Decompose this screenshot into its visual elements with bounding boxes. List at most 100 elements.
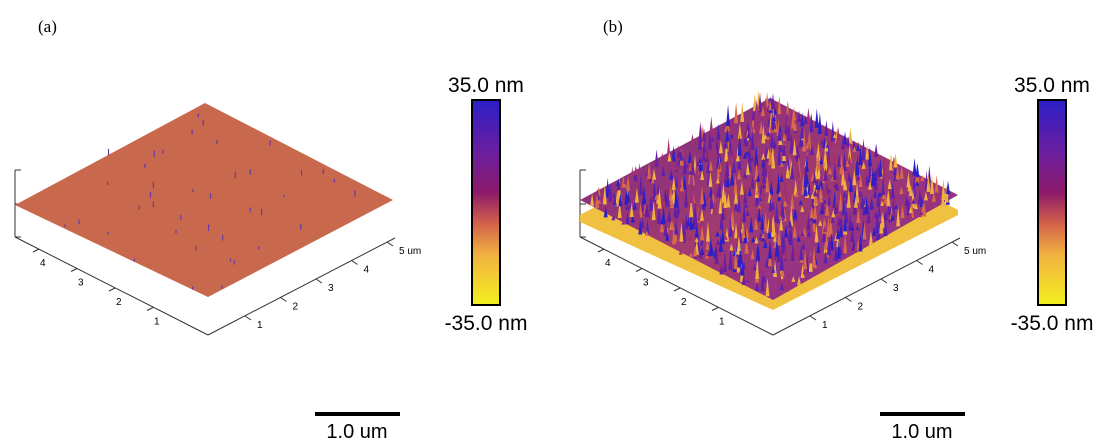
spike (798, 200, 803, 205)
spike (743, 130, 748, 144)
spike (882, 158, 887, 180)
spike (715, 239, 720, 245)
spike (930, 175, 935, 195)
tick-label: 3 (643, 278, 649, 289)
spike (867, 157, 872, 180)
spike (728, 134, 733, 156)
spike (841, 134, 846, 150)
spike (856, 174, 861, 180)
spike (699, 208, 704, 221)
spike (852, 146, 857, 152)
spike (796, 162, 801, 178)
spike (771, 242, 776, 261)
spike (779, 255, 784, 270)
tick-label: 1 (154, 317, 160, 328)
spike (858, 145, 863, 166)
spike (616, 179, 621, 187)
spike (745, 209, 750, 216)
spike (753, 215, 758, 230)
spike (621, 219, 626, 225)
spike (836, 153, 841, 168)
spike (779, 282, 784, 291)
spike (674, 207, 679, 219)
spike (836, 239, 841, 259)
spike (710, 136, 715, 142)
spike (754, 236, 759, 244)
spike (725, 127, 730, 142)
spike (852, 140, 857, 150)
spike (768, 164, 773, 182)
spike (727, 146, 732, 165)
spike (777, 122, 782, 141)
spike (725, 158, 730, 177)
spike (754, 161, 759, 180)
spike (754, 99, 759, 121)
spike (765, 172, 770, 193)
spike (931, 192, 936, 202)
spike (654, 194, 659, 200)
tick-label: 1 (257, 320, 263, 331)
spike (848, 174, 853, 192)
tick-label: 2 (293, 302, 299, 313)
spike (708, 171, 713, 187)
spike (877, 215, 882, 223)
colorbar-min: -35.0 nm (445, 312, 528, 335)
spike (677, 176, 682, 188)
spike (750, 156, 755, 162)
spike (652, 172, 657, 179)
spike (917, 189, 922, 205)
spike (810, 191, 815, 199)
spike (798, 134, 803, 148)
spike (746, 260, 751, 281)
spike (689, 197, 694, 218)
spike (809, 112, 814, 133)
spike (878, 158, 883, 177)
spike (667, 152, 672, 162)
spike (697, 208, 702, 222)
spike (742, 201, 747, 223)
spike (819, 195, 824, 203)
spike (676, 149, 681, 159)
spike (809, 184, 814, 194)
spike (797, 276, 802, 286)
spike (759, 172, 764, 188)
spike (765, 277, 770, 297)
spike (827, 166, 832, 175)
colorbar-min: -35.0 nm (1011, 312, 1094, 335)
spike (816, 163, 821, 179)
spike (745, 161, 750, 175)
spike (946, 180, 951, 194)
spike (657, 188, 662, 209)
spike (848, 127, 853, 144)
spike (793, 242, 798, 258)
spike (810, 226, 815, 244)
spike (816, 153, 821, 170)
spike (839, 209, 844, 219)
spike (777, 269, 782, 285)
spike (723, 192, 728, 208)
spike (869, 198, 874, 209)
spike (888, 153, 893, 171)
spike (856, 143, 861, 151)
spike (827, 188, 832, 193)
spike (762, 274, 767, 283)
spike (715, 178, 720, 184)
spike (770, 131, 775, 148)
spike (822, 199, 827, 204)
spike (780, 202, 785, 219)
spike (670, 220, 675, 230)
spike (920, 174, 925, 181)
tick-label: 4 (364, 265, 370, 276)
spike (804, 172, 809, 185)
spike (777, 190, 782, 197)
spike (784, 275, 789, 292)
spike (667, 208, 672, 222)
spike (750, 131, 755, 150)
spike (662, 195, 667, 208)
spike (629, 202, 634, 217)
spike (700, 213, 705, 229)
spike (754, 145, 759, 167)
spike (944, 185, 949, 203)
spike (788, 223, 793, 245)
spike (887, 217, 892, 223)
